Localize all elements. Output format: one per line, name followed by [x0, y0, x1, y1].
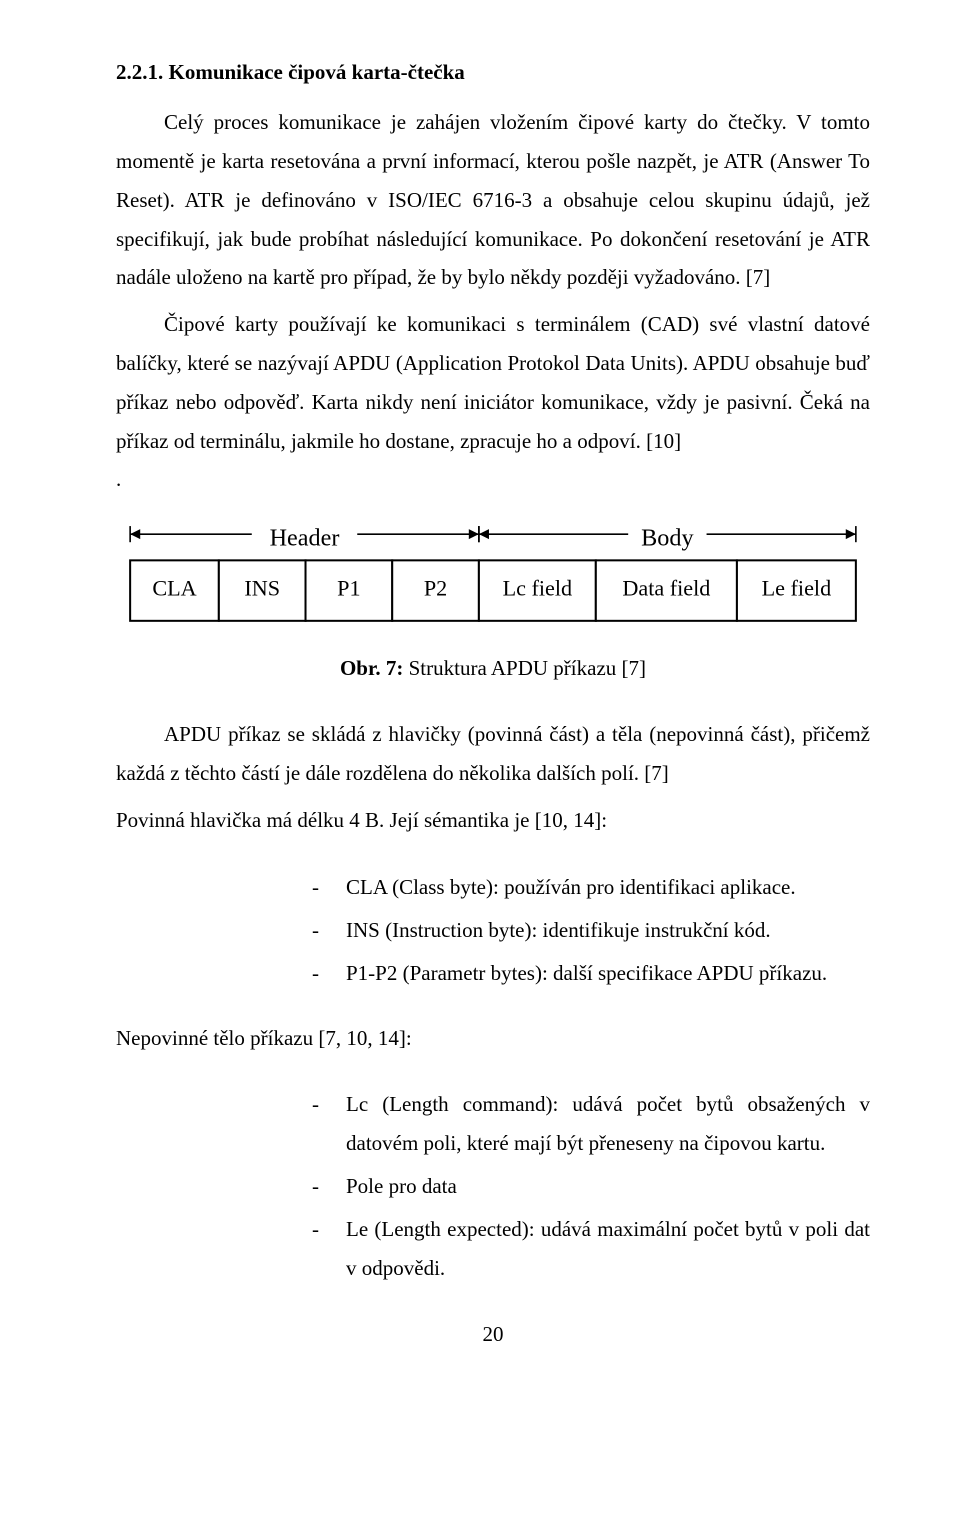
- svg-text:Data field: Data field: [622, 575, 710, 600]
- section-heading: 2.2.1. Komunikace čipová karta-čtečka: [116, 60, 870, 85]
- body-list-items: -Lc (Length command): udává počet bytů o…: [116, 1085, 870, 1287]
- caption-label: Obr. 7:: [340, 656, 403, 680]
- page: 2.2.1. Komunikace čipová karta-čtečka Ce…: [0, 0, 960, 1387]
- list-item-text: CLA (Class byte): používán pro identifik…: [346, 875, 796, 899]
- apdu-diagram: CLA INS P1 P2 Lc field Data field Le field Head…: [116, 516, 870, 627]
- list-item: - INS (Instruction byte): identifikuje in…: [116, 911, 870, 950]
- body-list-intro: Nepovinné tělo příkazu [7, 10, 14]:: [116, 1019, 870, 1058]
- svg-text:Lc field: Lc field: [503, 575, 573, 600]
- list-item-text: INS (Instruction byte): identifikuje ins…: [346, 918, 771, 942]
- section-title-text: Komunikace čipová karta-čtečka: [169, 60, 465, 84]
- apdu-svg: CLA INS P1 P2 Lc field Data field Le field Head…: [116, 516, 870, 627]
- list-item: - CLA (Class byte): používán pro identifi…: [116, 868, 870, 907]
- header-list-items: - CLA (Class byte): používán pro identifi…: [116, 868, 870, 993]
- list-item: -Lc (Length command): udává počet bytů o…: [116, 1085, 870, 1163]
- paragraph-3: APDU příkaz se skládá z hlavičky (povinn…: [116, 715, 870, 793]
- header-list-intro: Povinná hlavička má délku 4 B. Její séma…: [116, 801, 870, 840]
- svg-text:Le field: Le field: [762, 575, 832, 600]
- caption-text: Struktura APDU příkazu [7]: [403, 656, 646, 680]
- list-item-text: P1-P2 (Parametr bytes): další specifikac…: [346, 961, 827, 985]
- svg-text:P1: P1: [337, 575, 360, 600]
- figure-caption: Obr. 7: Struktura APDU příkazu [7]: [116, 656, 870, 681]
- dash-icon: -: [312, 954, 319, 993]
- dot-marker: .: [116, 469, 870, 490]
- svg-text:CLA: CLA: [152, 575, 196, 600]
- page-number: 20: [116, 1322, 870, 1347]
- list-item: -Le (Length expected): udává maximální p…: [116, 1210, 870, 1288]
- svg-text:Header: Header: [270, 524, 340, 551]
- dash-icon: -: [312, 1167, 319, 1206]
- dash-icon: -: [312, 911, 319, 950]
- dash-icon: -: [312, 1210, 319, 1249]
- list-item: - Pole pro data: [116, 1167, 870, 1206]
- svg-text:Body: Body: [641, 524, 693, 551]
- svg-text:INS: INS: [244, 575, 280, 600]
- dash-icon: -: [312, 1085, 319, 1124]
- list-item-text: Pole pro data: [346, 1174, 457, 1198]
- section-number: 2.2.1.: [116, 60, 163, 84]
- paragraph-1: Celý proces komunikace je zahájen vložen…: [116, 103, 870, 297]
- list-item-text: Le (Length expected): udává maximální po…: [346, 1217, 870, 1280]
- list-item-text: Lc (Length command): udává počet bytů ob…: [346, 1092, 870, 1155]
- list-item: - P1-P2 (Parametr bytes): další specifika…: [116, 954, 870, 993]
- dash-icon: -: [312, 868, 319, 907]
- svg-text:P2: P2: [424, 575, 447, 600]
- paragraph-2: Čipové karty používají ke komunikaci s t…: [116, 305, 870, 460]
